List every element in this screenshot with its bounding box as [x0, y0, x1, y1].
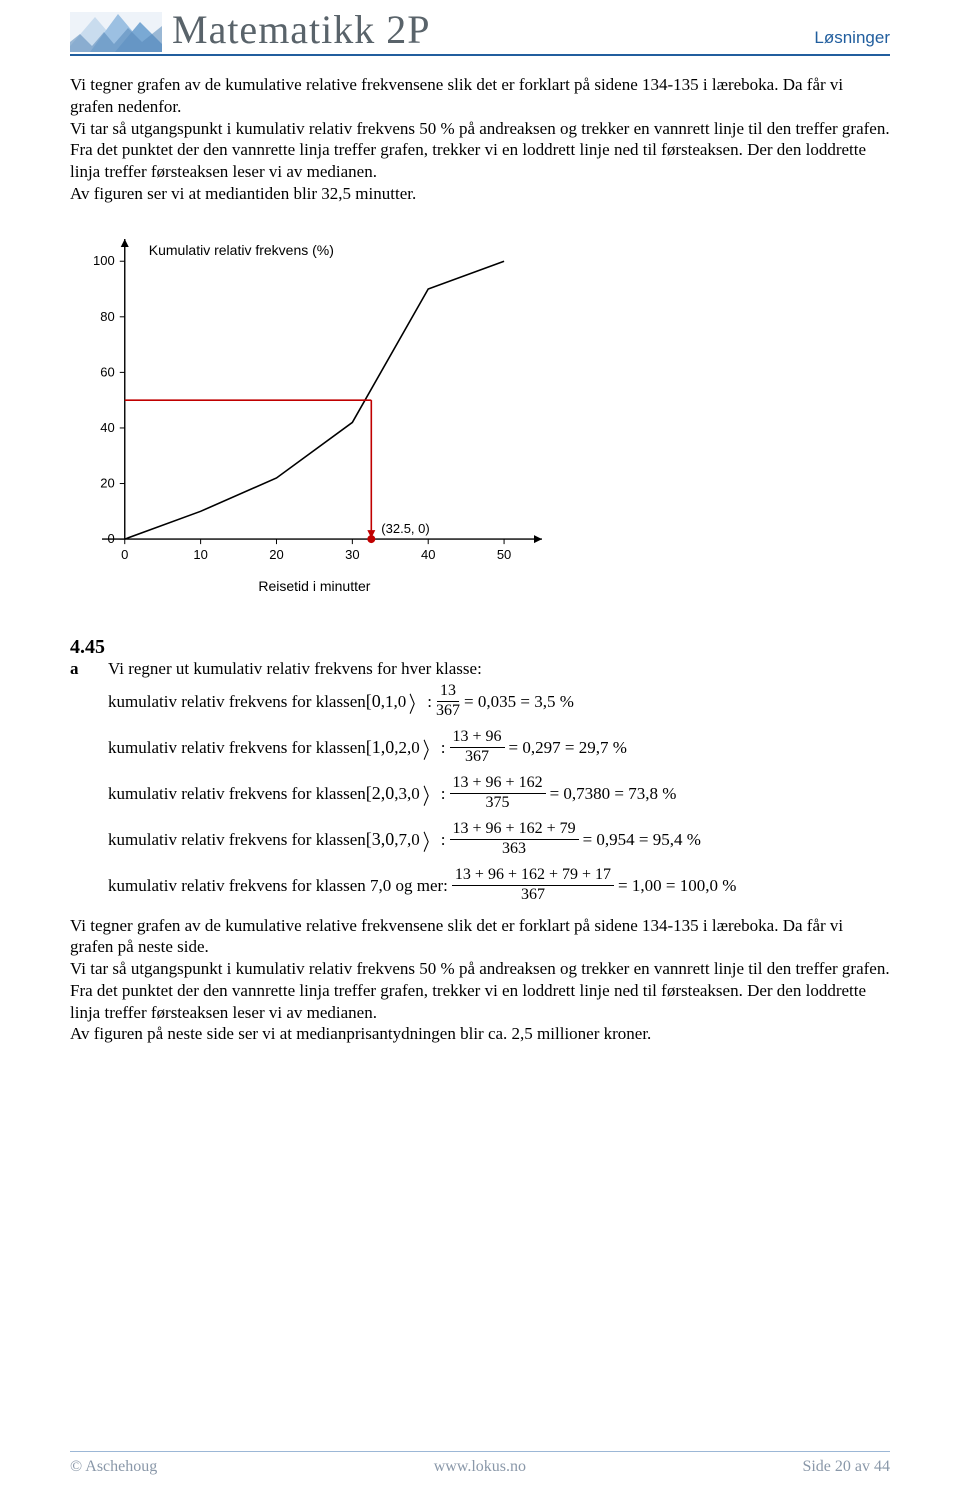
- row-result: = 0,035 = 3,5 %: [464, 692, 574, 712]
- fraction-numerator: 13 + 96: [450, 729, 505, 748]
- fraction-denominator: 367: [465, 748, 489, 766]
- row-lead: kumulativ relativ frekvens for klassen: [108, 784, 366, 804]
- intro-p1: Vi tegner grafen av de kumulative relati…: [70, 74, 890, 118]
- intro-p2: Vi tar så utgangspunkt i kumulativ relat…: [70, 118, 890, 140]
- svg-text:Reisetid i minutter: Reisetid i minutter: [258, 578, 370, 594]
- rangle-icon: 〉: [423, 733, 437, 765]
- svg-text:40: 40: [100, 419, 114, 434]
- brand-title: Matematikk 2P: [172, 10, 431, 52]
- section-number: 4.45: [70, 636, 890, 659]
- colon: :: [441, 738, 446, 758]
- interval: [2,0 , 3,0〉: [366, 778, 441, 810]
- fraction: 13 + 96 + 162 + 79363: [450, 821, 579, 858]
- svg-text:10: 10: [193, 547, 207, 562]
- subsection-a-label: a: [70, 659, 84, 679]
- interval: [1,0 , 2,0〉: [366, 732, 441, 764]
- header-subtitle: Løsninger: [814, 28, 890, 52]
- svg-text:(32.5, 0): (32.5, 0): [381, 521, 429, 536]
- svg-text:100: 100: [93, 253, 115, 268]
- page-header: Matematikk 2P Løsninger: [70, 0, 890, 56]
- fraction: 13 + 96 + 162 + 79 + 17367: [452, 867, 614, 904]
- interval-right: 7,0: [399, 830, 420, 850]
- frequency-row: kumulativ relativ frekvens for klassen […: [108, 725, 890, 771]
- rangle-icon: 〉: [423, 825, 437, 857]
- row-lead: kumulativ relativ frekvens for klassen: [108, 830, 366, 850]
- colon: :: [441, 784, 446, 804]
- subsection-a-text: Vi regner ut kumulativ relativ frekvens …: [108, 659, 482, 679]
- row-result: = 0,297 = 29,7 %: [509, 738, 627, 758]
- svg-text:80: 80: [100, 308, 114, 323]
- subsection-a: a Vi regner ut kumulativ relativ frekven…: [70, 659, 890, 679]
- fraction: 13367: [436, 683, 460, 720]
- intro-p3: Fra det punktet der den vannrette linja …: [70, 139, 890, 183]
- frequency-row: kumulativ relativ frekvens for klassen […: [108, 817, 890, 863]
- svg-text:0: 0: [108, 531, 115, 546]
- interval: [3,0 , 7,0〉: [366, 824, 441, 856]
- svg-text:Kumulativ relativ frekvens (%): Kumulativ relativ frekvens (%): [149, 242, 334, 258]
- outro-p2: Vi tar så utgangspunkt i kumulativ relat…: [70, 958, 890, 980]
- cumulative-chart: 0 20 40 60 80 100 0 10 20 30 40 50 Kumulativ relativ…: [42, 221, 890, 606]
- fraction-numerator: 13 + 96 + 162: [450, 775, 546, 794]
- interval-right: 3,0: [399, 784, 420, 804]
- row-lead: kumulativ relativ frekvens for klassen: [108, 738, 366, 758]
- svg-text:30: 30: [345, 547, 359, 562]
- fraction-numerator: 13 + 96 + 162 + 79: [450, 821, 579, 840]
- intro-block: Vi tegner grafen av de kumulative relati…: [70, 74, 890, 205]
- interval-left: [3,0: [366, 829, 395, 850]
- outro-p3: Fra det punktet der den vannrette linja …: [70, 980, 890, 1024]
- row-result: = 0,7380 = 73,8 %: [550, 784, 677, 804]
- svg-text:50: 50: [497, 547, 511, 562]
- frequency-row: kumulativ relativ frekvens for klassen […: [108, 679, 890, 725]
- fraction-denominator: 375: [486, 794, 510, 812]
- svg-text:20: 20: [269, 547, 283, 562]
- interval: [0 , 1,0〉: [366, 686, 428, 718]
- row-lead: kumulativ relativ frekvens for klassen: [108, 692, 366, 712]
- fraction: 13 + 96367: [450, 729, 505, 766]
- interval-left: [2,0: [366, 783, 395, 804]
- footer-center: www.lokus.no: [434, 1458, 526, 1476]
- interval-right: 1,0: [385, 692, 406, 712]
- rangle-icon: 〉: [409, 687, 423, 719]
- interval-left: [1,0: [366, 737, 395, 758]
- fraction-denominator: 363: [502, 840, 526, 858]
- svg-text:0: 0: [121, 547, 128, 562]
- interval-right: 2,0: [399, 738, 420, 758]
- fraction-numerator: 13: [437, 683, 459, 702]
- colon: :: [427, 692, 432, 712]
- logo-icon: [70, 12, 162, 52]
- brand-block: Matematikk 2P: [70, 10, 431, 52]
- fraction-numerator: 13 + 96 + 162 + 79 + 17: [452, 867, 614, 886]
- row-result: = 1,00 = 100,0 %: [618, 876, 736, 896]
- outro-p1: Vi tegner grafen av de kumulative relati…: [70, 915, 890, 959]
- svg-text:20: 20: [100, 475, 114, 490]
- interval-left: [0: [366, 691, 381, 712]
- chart-svg: 0 20 40 60 80 100 0 10 20 30 40 50 Kumulativ relativ…: [42, 221, 562, 601]
- fraction-denominator: 367: [521, 886, 545, 904]
- frequency-computation-list: kumulativ relativ frekvens for klassen […: [108, 679, 890, 909]
- intro-p4: Av figuren ser vi at mediantiden blir 32…: [70, 183, 890, 205]
- footer-right: Side 20 av 44: [802, 1458, 890, 1476]
- outro-p4: Av figuren på neste side ser vi at media…: [70, 1023, 890, 1045]
- footer-left: © Aschehoug: [70, 1458, 157, 1476]
- row-lead: kumulativ relativ frekvens for klassen 7…: [108, 876, 448, 896]
- svg-text:40: 40: [421, 547, 435, 562]
- fraction: 13 + 96 + 162375: [450, 775, 546, 812]
- colon: :: [441, 830, 446, 850]
- rangle-icon: 〉: [423, 779, 437, 811]
- fraction-denominator: 367: [436, 702, 460, 720]
- frequency-row: kumulativ relativ frekvens for klassen […: [108, 771, 890, 817]
- page-footer: © Aschehoug www.lokus.no Side 20 av 44: [70, 1451, 890, 1476]
- svg-text:60: 60: [100, 364, 114, 379]
- outro-block: Vi tegner grafen av de kumulative relati…: [70, 915, 890, 1046]
- frequency-row: kumulativ relativ frekvens for klassen 7…: [108, 863, 890, 909]
- row-result: = 0,954 = 95,4 %: [583, 830, 701, 850]
